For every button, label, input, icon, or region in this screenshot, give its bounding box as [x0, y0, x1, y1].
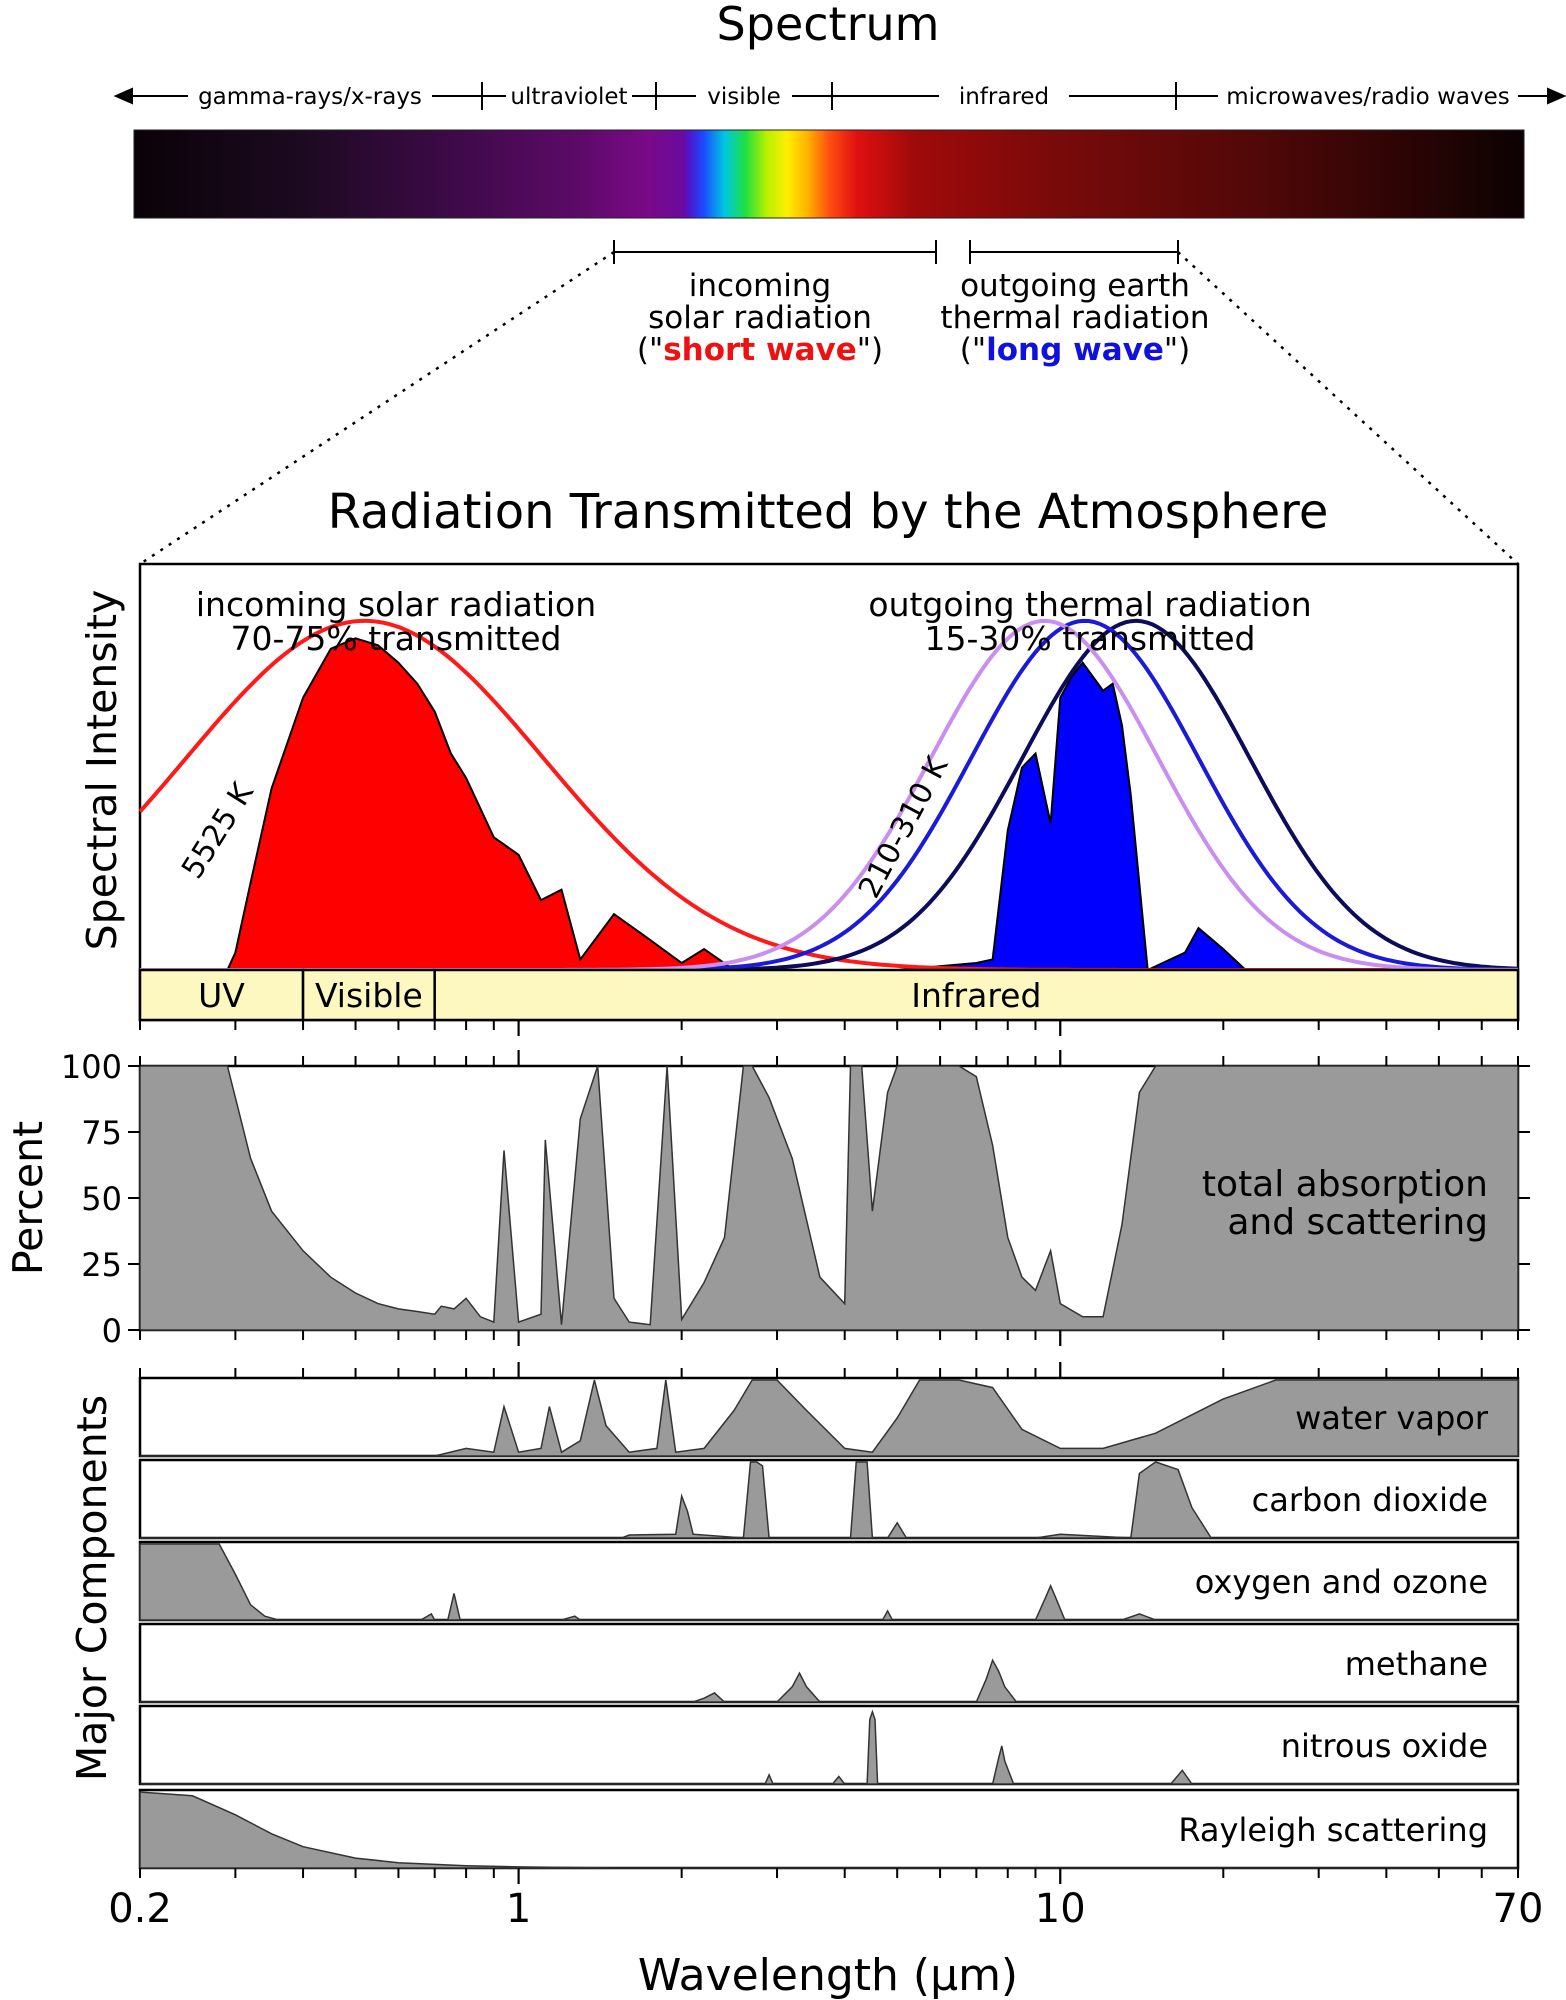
- thermal-annotation-line1: outgoing thermal radiation: [868, 585, 1311, 624]
- band-label-3: infrared: [959, 84, 1049, 110]
- intensity-axis-label: Spectral Intensity: [78, 590, 126, 951]
- solar-annotation-line2: 70-75% transmitted: [230, 619, 561, 658]
- incoming-close-quote: "): [857, 332, 883, 368]
- outgoing-close-quote: "): [1164, 332, 1190, 368]
- component-row-frame-4: [138, 1704, 1520, 1786]
- band-box-2: [433, 968, 1520, 1022]
- absorption-label-line1: total absorption: [1202, 1164, 1488, 1205]
- solar-transmitted-area: [225, 637, 738, 971]
- thermal-annotation-line2: 15-30% transmitted: [924, 619, 1255, 658]
- outgoing-wave-label: ("long wave"): [960, 332, 1190, 368]
- component-label-0: water vapor: [1295, 1399, 1489, 1437]
- zoom-line-right: [1177, 251, 1519, 565]
- component-area-carbon-dioxide: [140, 1461, 1518, 1539]
- band-label-2: visible: [707, 84, 781, 110]
- percent-tick-75: 75: [81, 1114, 122, 1152]
- thermal-range-bracket: [969, 240, 1179, 264]
- component-label-5: Rayleigh scattering: [1178, 1811, 1488, 1849]
- band-box-label-1: Visible: [315, 976, 423, 1015]
- incoming-open-quote: (": [637, 332, 663, 368]
- band-label-0: gamma-rays/x-rays: [198, 84, 422, 110]
- incoming-line2: solar radiation: [648, 300, 872, 336]
- x-tick-70: 70: [1493, 1886, 1544, 1932]
- outgoing-emph: long wave: [986, 332, 1164, 368]
- component-area-oxygen-and-ozone: [139, 1543, 1518, 1621]
- component-area-water-vapor: [140, 1379, 1519, 1457]
- percent-tick-50: 50: [81, 1180, 122, 1218]
- band-box-1: [301, 968, 436, 1022]
- x-tick-10: 10: [1035, 1886, 1086, 1932]
- incoming-emph: short wave: [663, 332, 857, 368]
- component-area-nitrous-oxide: [140, 1709, 1518, 1785]
- x-axis-label: Wavelength (µm): [638, 1950, 1018, 2000]
- x-tick-0.2: 0.2: [108, 1886, 172, 1932]
- band-box-label-2: Infrared: [911, 976, 1041, 1015]
- spectrum-title: Spectrum: [717, 0, 940, 51]
- outgoing-line2: thermal radiation: [940, 300, 1209, 336]
- component-label-1: carbon dioxide: [1252, 1481, 1488, 1519]
- band-box-label-0: UV: [198, 976, 245, 1015]
- component-area-methane: [140, 1658, 1518, 1703]
- incoming-line1: incoming: [689, 268, 831, 304]
- zoom-line-left: [139, 250, 615, 566]
- incoming-wave-label: ("short wave"): [637, 332, 883, 368]
- chart-title: Radiation Transmitted by the Atmosphere: [328, 484, 1329, 540]
- component-label-2: oxygen and ozone: [1195, 1563, 1488, 1601]
- component-row-frame-3: [138, 1622, 1520, 1704]
- band-label-1: ultraviolet: [510, 84, 627, 110]
- thermal-transmitted-area: [897, 661, 1249, 972]
- solar-range-bracket: [613, 240, 937, 264]
- absorption-label-line2: and scattering: [1227, 1202, 1488, 1243]
- total-absorption-area: [139, 1065, 1519, 1331]
- component-row-frame-2: [138, 1540, 1520, 1622]
- band-label-4: microwaves/radio waves: [1226, 84, 1509, 110]
- component-label-3: methane: [1345, 1645, 1488, 1683]
- components-axis-label: Major Components: [68, 1395, 116, 1781]
- outgoing-line1: outgoing earth: [960, 268, 1190, 304]
- solar-annotation-line1: incoming solar radiation: [196, 585, 596, 624]
- x-tick-1: 1: [506, 1886, 531, 1932]
- component-area-rayleigh-scattering: [139, 1791, 1518, 1869]
- outgoing-open-quote: (": [960, 332, 986, 368]
- percent-tick-0: 0: [102, 1312, 122, 1350]
- component-label-4: nitrous oxide: [1281, 1727, 1488, 1765]
- percent-tick-100: 100: [61, 1048, 122, 1086]
- percent-axis-label: Percent: [4, 1121, 52, 1275]
- percent-tick-25: 25: [81, 1246, 122, 1284]
- spectrum-bar: [133, 129, 1525, 219]
